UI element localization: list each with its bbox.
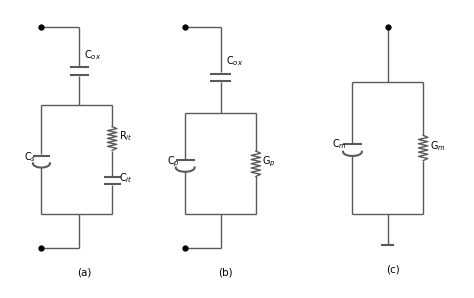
Text: C$_{m}$: C$_{m}$ [332, 138, 347, 151]
Text: C$_{ox}$: C$_{ox}$ [226, 54, 243, 68]
Text: C$_{s}$: C$_{s}$ [24, 150, 36, 164]
Text: R$_{it}$: R$_{it}$ [118, 129, 132, 143]
Text: (a): (a) [77, 267, 91, 277]
Text: (c): (c) [386, 264, 400, 274]
Text: G$_{p}$: G$_{p}$ [263, 154, 276, 169]
Text: C$_{ox}$: C$_{ox}$ [84, 48, 101, 62]
Text: (b): (b) [218, 267, 233, 277]
Text: G$_{m}$: G$_{m}$ [430, 139, 446, 153]
Text: C$_{p}$: C$_{p}$ [167, 154, 180, 169]
Text: C$_{it}$: C$_{it}$ [118, 172, 132, 185]
